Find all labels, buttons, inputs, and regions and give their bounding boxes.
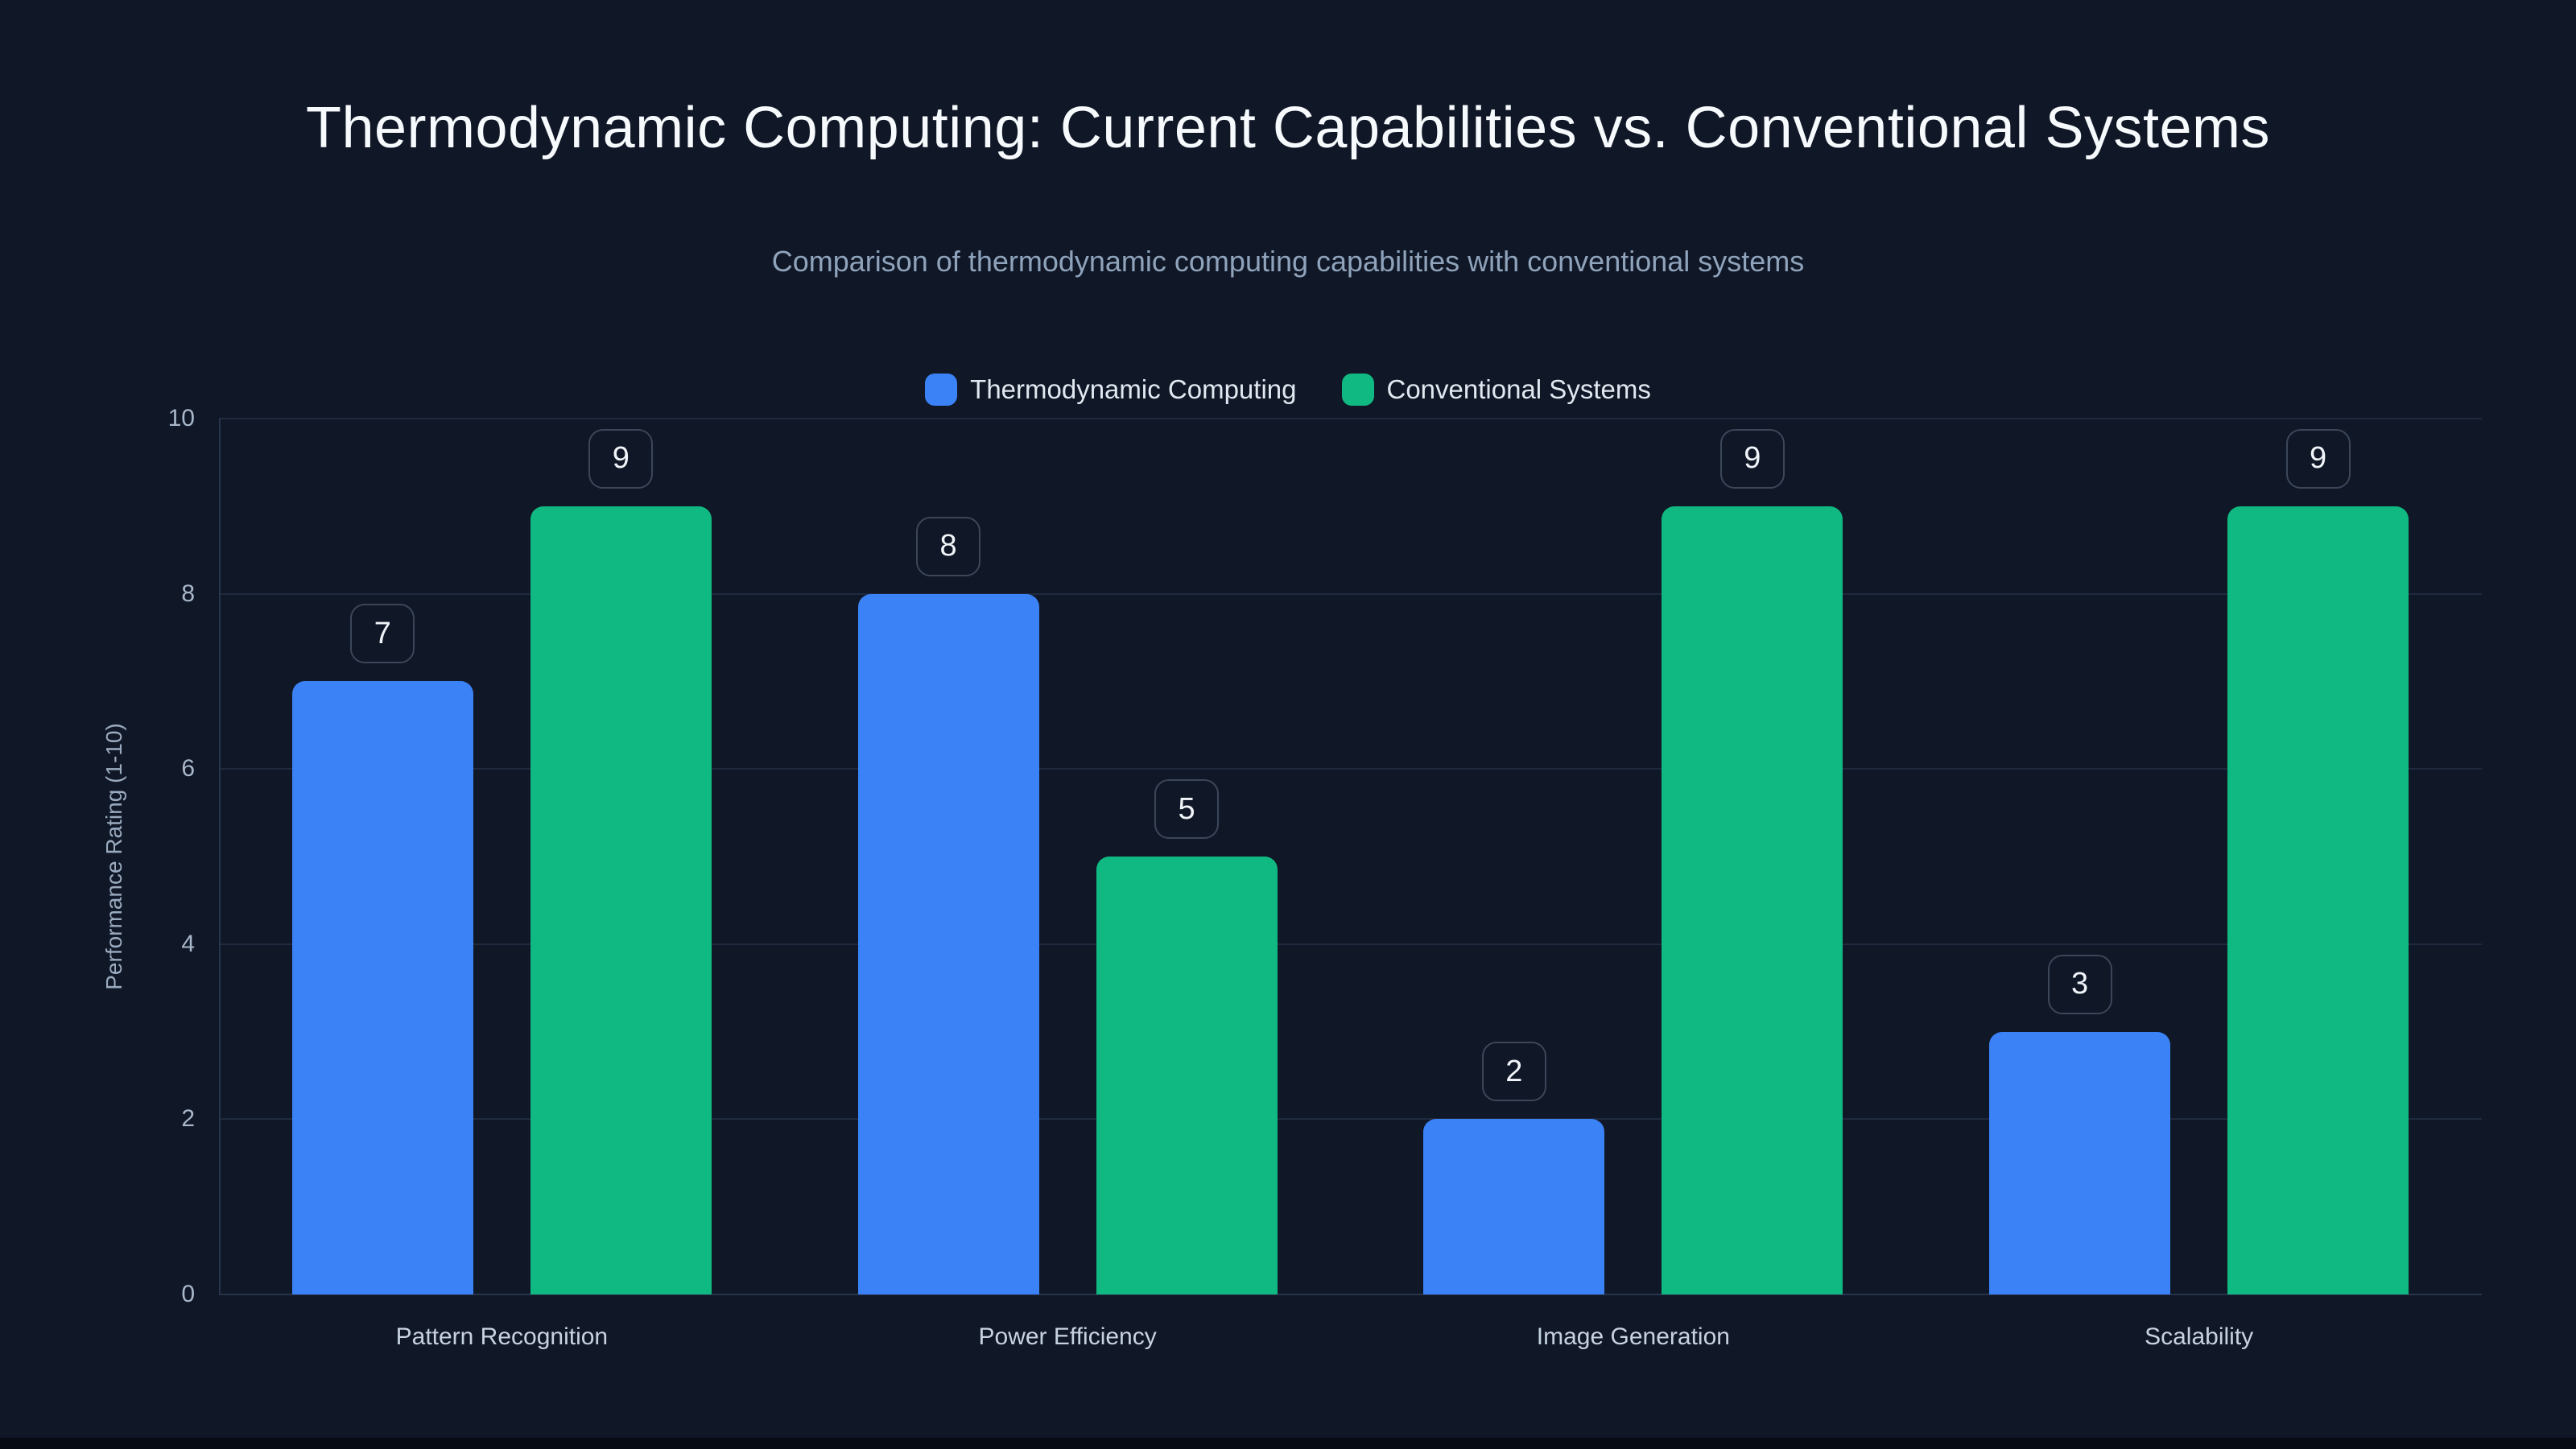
value-badge: 5 <box>1154 779 1220 839</box>
bar <box>857 593 1039 1294</box>
chart-subtitle: Comparison of thermodynamic computing ca… <box>771 245 1805 278</box>
legend-swatch <box>1341 374 1374 406</box>
gridline <box>219 1294 2482 1295</box>
gridline <box>219 592 2482 595</box>
y-tick-label: 0 <box>181 1281 195 1307</box>
x-category-label: Image Generation <box>1536 1323 1730 1350</box>
chart-title: Thermodynamic Computing: Current Capabil… <box>305 96 2270 160</box>
value-badge: 9 <box>2285 428 2351 489</box>
legend-item: Conventional Systems <box>1341 374 1651 406</box>
gridline <box>219 943 2482 945</box>
legend-label: Thermodynamic Computing <box>970 374 1297 404</box>
gridline <box>219 1118 2482 1121</box>
y-axis-line <box>219 419 221 1294</box>
value-badge: 2 <box>1481 1042 1546 1102</box>
bar <box>530 506 712 1294</box>
bottom-strip <box>0 1438 2576 1449</box>
y-axis-title: Performance Rating (1-10) <box>101 723 126 990</box>
legend-label: Conventional Systems <box>1386 374 1651 404</box>
y-tick-label: 8 <box>181 580 195 607</box>
gridline <box>219 768 2482 770</box>
y-tick-label: 10 <box>167 405 195 431</box>
legend-item: Thermodynamic Computing <box>925 374 1297 406</box>
bar <box>1989 1031 2171 1294</box>
plot-area: 0 2 4 6 8 10 Pattern Recognition 7 9 Power Effici… <box>168 405 2482 1350</box>
legend: Thermodynamic Computing Conventional Syst… <box>0 374 2576 406</box>
x-category-label: Scalability <box>2145 1323 2254 1350</box>
y-tick-label: 4 <box>181 930 195 957</box>
bar <box>1096 857 1278 1294</box>
bar <box>1423 1119 1605 1294</box>
bar <box>2227 506 2409 1294</box>
x-category-label: Power Efficiency <box>978 1323 1157 1350</box>
x-category-label: Pattern Recognition <box>395 1323 609 1350</box>
value-badge: 3 <box>2047 954 2112 1014</box>
bar <box>291 681 473 1294</box>
value-badge: 9 <box>588 428 654 489</box>
value-badge: 8 <box>916 516 981 576</box>
value-badge: 9 <box>1719 428 1785 489</box>
value-badge: 7 <box>350 604 415 664</box>
legend-swatch <box>925 374 958 406</box>
bar <box>1662 506 1843 1294</box>
gridline <box>219 418 2482 419</box>
y-tick-label: 6 <box>181 755 195 782</box>
y-tick-label: 2 <box>181 1105 195 1133</box>
